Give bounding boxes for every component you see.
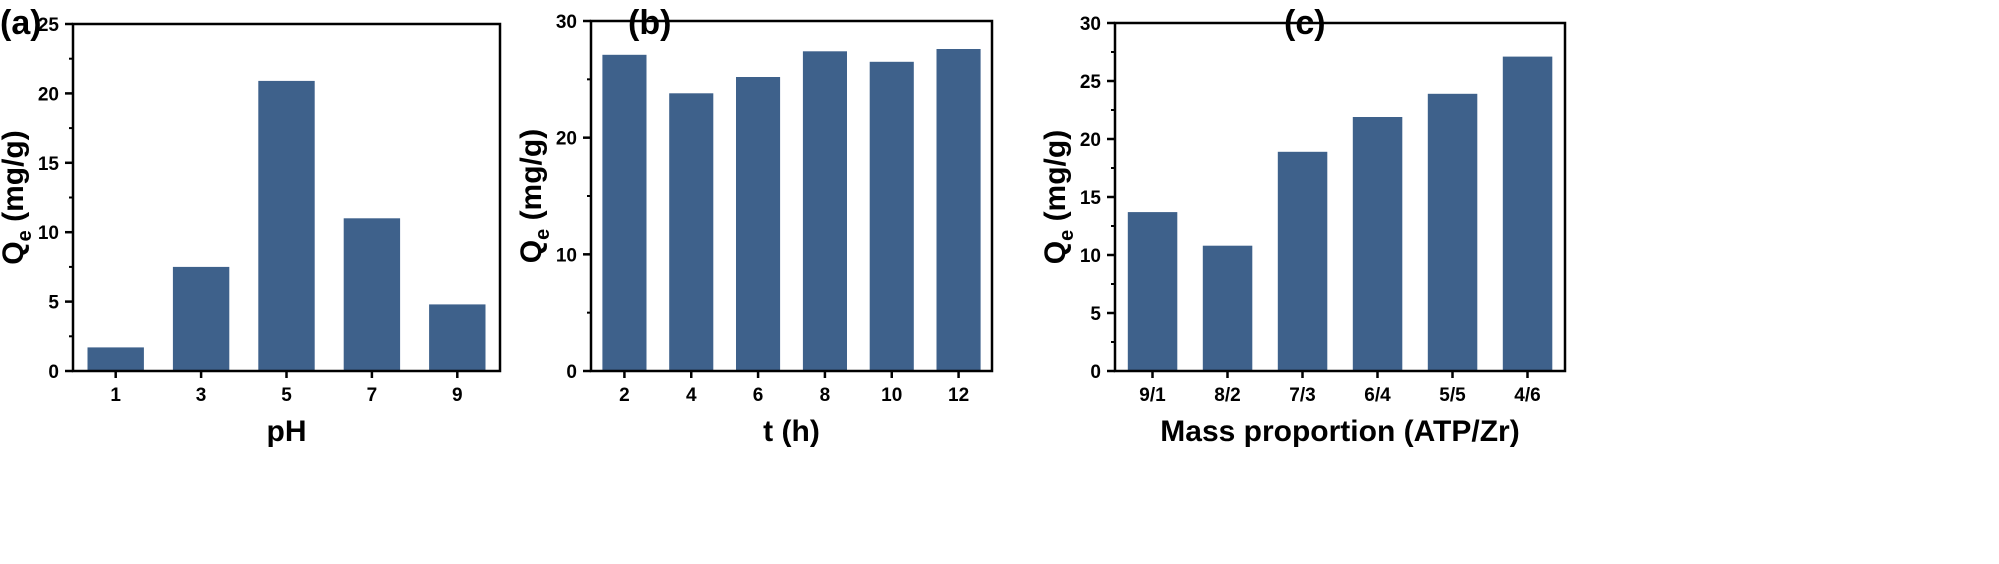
y-tick-label-b-1: 10 [556, 245, 577, 266]
plot-frame-c [1113, 21, 1567, 373]
x-tick-label-b-0: 2 [619, 385, 630, 406]
bar-c-9-1 [1127, 212, 1178, 371]
y-tick-label-c-0: 0 [1090, 362, 1101, 383]
bar-b-4 [669, 93, 714, 372]
y-tick-label-b-3: 30 [556, 12, 577, 33]
y-axis-label-a: Qe (mg/g) [0, 130, 36, 264]
y-axis-label-unit-b: (mg/g) [515, 129, 548, 229]
bar-b-10 [869, 61, 914, 372]
x-tick-label-c-5: 4/6 [1514, 385, 1540, 406]
bar-a-3 [172, 266, 230, 371]
y-axis-label-unit-a: (mg/g) [0, 130, 30, 230]
x-tick-label-a-2: 5 [281, 385, 292, 406]
x-axis-label-b: t (h) [763, 415, 820, 448]
axis-group-b: 2 4 6 8 10 12 0 10 20 30 [556, 12, 969, 406]
y-tick-label-c-1: 5 [1090, 304, 1101, 325]
y-axis-label-subscript-c: e [1056, 230, 1078, 241]
y-axis-label-b: Qe (mg/g) [515, 129, 554, 263]
bar-b-8 [802, 51, 847, 372]
x-axis-label-c: Mass proportion (ATP/Zr) [1160, 415, 1519, 448]
bar-b-2 [602, 54, 647, 372]
bar-a-5 [258, 80, 315, 372]
y-axis-label-subscript-b: e [532, 229, 554, 240]
x-tick-label-b-4: 10 [881, 385, 902, 406]
y-axis-label-main-b: Q [515, 240, 548, 263]
x-tick-label-b-3: 8 [820, 385, 831, 406]
y-tick-label-a-5: 25 [38, 15, 60, 36]
y-tick-label-a-3: 15 [38, 154, 60, 175]
x-tick-label-c-1: 8/2 [1214, 385, 1240, 406]
y-tick-label-a-4: 20 [38, 84, 59, 105]
bars-group-b [602, 49, 981, 372]
bar-a-9 [429, 304, 486, 371]
axis-group-c: 9/1 8/2 7/3 6/4 5/5 4/6 0 5 10 15 20 25 30 [1080, 14, 1541, 406]
y-tick-label-b-2: 20 [556, 129, 577, 150]
y-tick-label-c-4: 20 [1080, 130, 1101, 151]
x-tick-label-b-1: 4 [686, 385, 697, 406]
x-tick-label-c-3: 6/4 [1364, 385, 1391, 406]
y-tick-label-c-3: 15 [1080, 188, 1102, 209]
chart-panel-b: (b) 2 4 6 8 10 12 0 10 20 30 t (h) Qe (mg/g) [515, 4, 994, 448]
bar-c-5-5 [1427, 93, 1478, 372]
x-tick-label-b-2: 6 [753, 385, 764, 406]
x-tick-label-a-4: 9 [452, 385, 463, 406]
y-tick-label-a-1: 5 [48, 293, 59, 314]
bar-c-7-3 [1277, 151, 1328, 371]
plot-frame-b [589, 19, 994, 373]
y-tick-label-a-0: 0 [48, 362, 59, 383]
x-tick-label-a-0: 1 [110, 385, 121, 406]
y-tick-label-c-2: 10 [1080, 246, 1101, 267]
x-tick-label-c-0: 9/1 [1139, 385, 1166, 406]
x-tick-label-c-4: 5/5 [1439, 385, 1466, 406]
bar-c-4-6 [1502, 56, 1553, 371]
y-tick-label-a-2: 10 [38, 223, 59, 244]
panel-label-a: (a) [0, 4, 42, 42]
bar-b-12 [936, 49, 981, 371]
y-tick-label-c-6: 30 [1080, 14, 1101, 35]
x-tick-label-b-5: 12 [948, 385, 969, 406]
bar-c-8-2 [1202, 245, 1253, 371]
bar-c-6-4 [1352, 117, 1403, 371]
x-tick-label-a-1: 3 [196, 385, 207, 406]
y-tick-label-b-0: 0 [566, 362, 577, 383]
y-tick-label-c-5: 25 [1080, 72, 1102, 93]
x-tick-label-c-2: 7/3 [1289, 385, 1315, 406]
y-axis-label-main-c: Q [1039, 241, 1072, 264]
bars-group-a [87, 80, 486, 372]
y-axis-label-unit-c: (mg/g) [1039, 130, 1072, 230]
panel-label-b: (b) [628, 4, 671, 42]
y-axis-label-subscript-a: e [14, 230, 36, 241]
x-axis-label-a: pH [267, 415, 307, 448]
bar-b-6 [736, 77, 781, 371]
chart-panel-a: (a) 1 3 5 7 9 0 5 10 15 20 25 pH Qe (mg/g) [0, 4, 502, 448]
bar-a-1 [87, 347, 144, 371]
x-tick-label-a-3: 7 [367, 385, 378, 406]
y-axis-label-main-a: Q [0, 241, 30, 264]
bar-a-7 [343, 218, 401, 371]
y-axis-label-c: Qe (mg/g) [1039, 130, 1078, 264]
bars-group-c [1127, 56, 1553, 372]
axis-group-a: 1 3 5 7 9 0 5 10 15 20 25 [38, 15, 463, 406]
